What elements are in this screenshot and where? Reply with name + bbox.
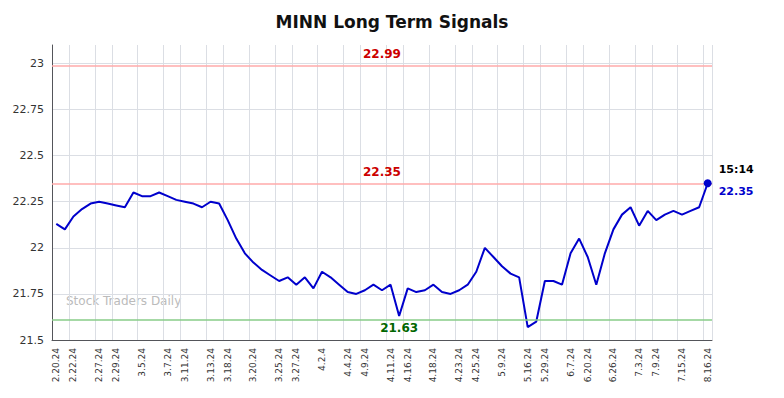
svg-text:4.4.24: 4.4.24: [343, 348, 353, 377]
svg-text:4.23.24: 4.23.24: [454, 348, 464, 383]
svg-text:22.35: 22.35: [719, 185, 754, 198]
svg-text:3.5.24: 3.5.24: [137, 348, 147, 377]
svg-text:5.29.24: 5.29.24: [540, 348, 550, 383]
svg-text:21.75: 21.75: [13, 287, 45, 300]
svg-text:7.9.24: 7.9.24: [651, 348, 661, 377]
svg-text:22.75: 22.75: [13, 103, 45, 116]
svg-text:6.20.24: 6.20.24: [583, 348, 593, 383]
svg-text:6.26.24: 6.26.24: [608, 348, 618, 383]
svg-text:22.99: 22.99: [363, 47, 401, 61]
svg-text:4.18.24: 4.18.24: [428, 348, 438, 383]
svg-text:4.11.24: 4.11.24: [386, 348, 396, 383]
svg-text:2.20.24: 2.20.24: [51, 348, 61, 383]
svg-text:2.22.24: 2.22.24: [68, 348, 78, 383]
svg-text:22.5: 22.5: [20, 149, 45, 162]
svg-text:3.25.24: 3.25.24: [274, 348, 284, 383]
svg-text:3.7.24: 3.7.24: [163, 348, 173, 377]
svg-text:Stock Traders Daily: Stock Traders Daily: [66, 293, 182, 308]
svg-text:6.7.24: 6.7.24: [566, 348, 576, 377]
svg-text:3.18.24: 3.18.24: [223, 348, 233, 383]
svg-text:MINN Long Term Signals: MINN Long Term Signals: [276, 12, 509, 32]
svg-text:3.20.24: 3.20.24: [248, 348, 258, 383]
svg-text:2.29.24: 2.29.24: [111, 348, 121, 383]
svg-text:8.16.24: 8.16.24: [703, 348, 713, 383]
svg-text:5.16.24: 5.16.24: [523, 348, 533, 383]
svg-text:21.5: 21.5: [20, 334, 45, 347]
svg-text:4.25.24: 4.25.24: [471, 348, 481, 383]
svg-text:22.25: 22.25: [13, 195, 45, 208]
svg-text:4.9.24: 4.9.24: [360, 348, 370, 377]
svg-text:3.27.24: 3.27.24: [291, 348, 301, 383]
svg-text:7.3.24: 7.3.24: [634, 348, 644, 377]
svg-text:4.16.24: 4.16.24: [403, 348, 413, 383]
svg-text:15:14: 15:14: [719, 163, 754, 176]
svg-text:3.13.24: 3.13.24: [206, 348, 216, 383]
svg-text:5.9.24: 5.9.24: [497, 348, 507, 377]
svg-text:7.15.24: 7.15.24: [677, 348, 687, 383]
svg-text:2.27.24: 2.27.24: [94, 348, 104, 383]
svg-text:22: 22: [30, 241, 44, 254]
svg-text:21.63: 21.63: [380, 321, 418, 335]
svg-text:23: 23: [30, 57, 44, 70]
svg-text:4.2.4: 4.2.4: [317, 348, 327, 371]
svg-text:22.35: 22.35: [363, 165, 401, 179]
svg-text:3.11.24: 3.11.24: [180, 348, 190, 383]
